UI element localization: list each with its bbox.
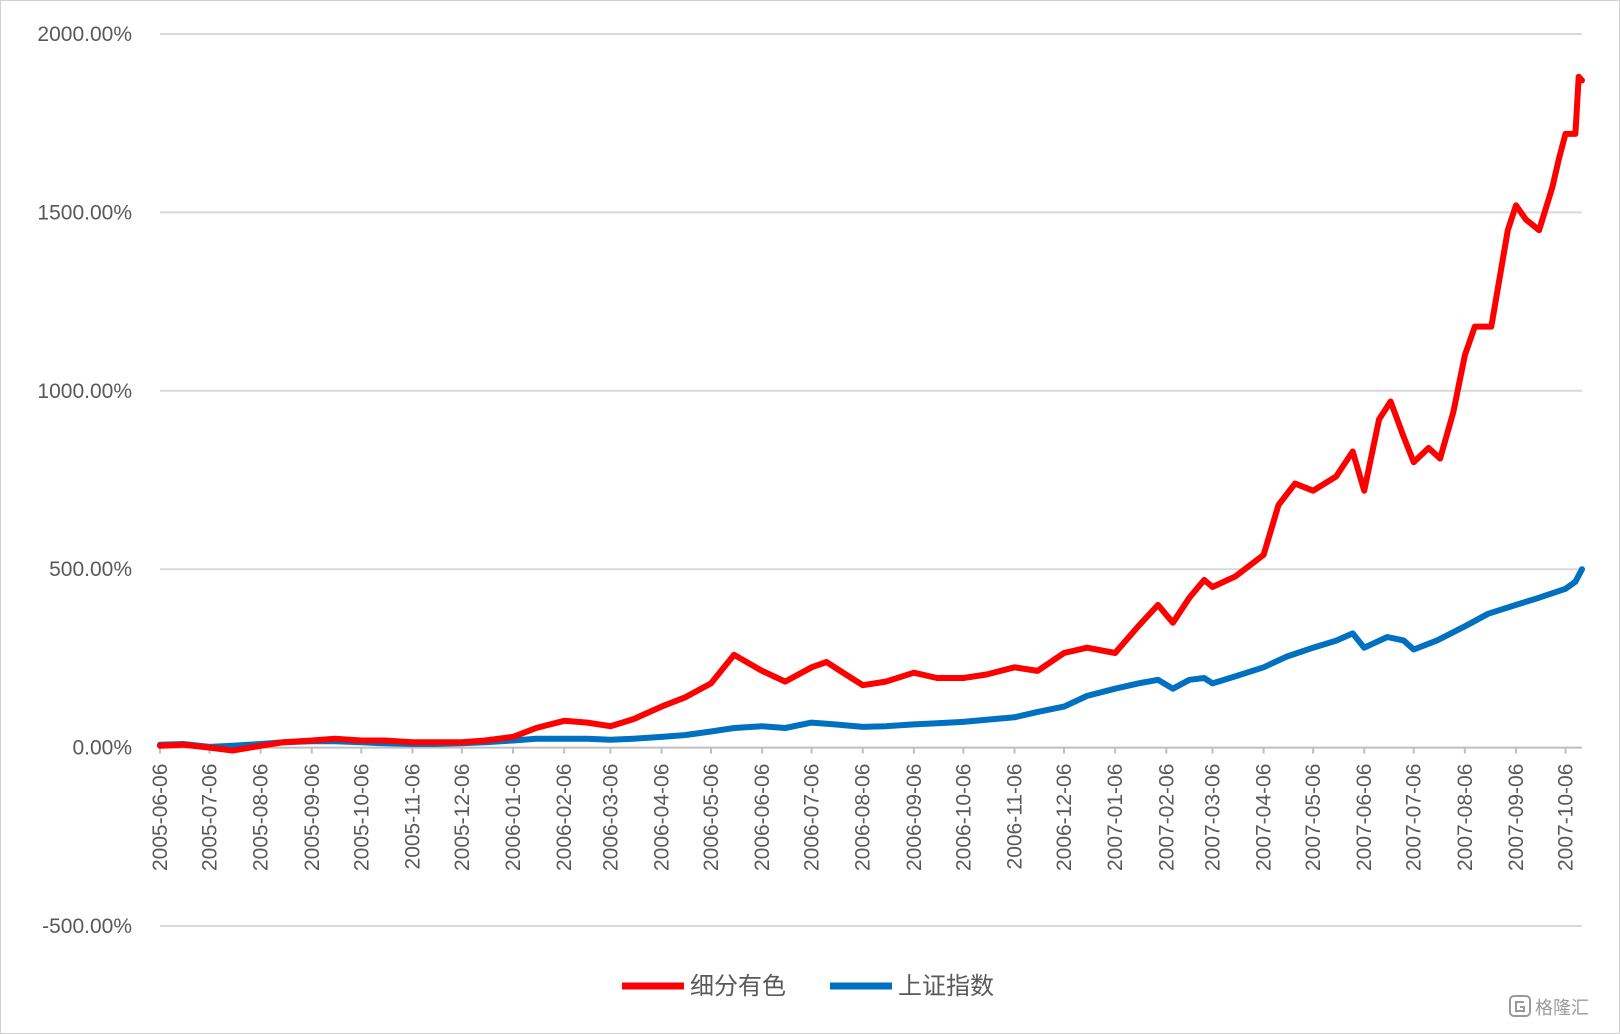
y-tick-label: 0.00% <box>72 737 132 760</box>
x-tick-label: 2006-03-06 <box>599 764 622 871</box>
x-tick-label: 2005-11-06 <box>401 764 424 870</box>
x-tick-label: 2006-11-06 <box>1004 764 1027 870</box>
x-tick-label: 2006-06-06 <box>751 764 774 871</box>
legend-label-0: 细分有色 <box>690 972 786 1000</box>
x-tick-label: 2005-07-06 <box>198 764 221 871</box>
x-tick-label: 2007-06-06 <box>1353 764 1376 871</box>
x-tick-label: 2005-09-06 <box>301 764 324 871</box>
x-tick-label: 2006-12-06 <box>1053 764 1076 871</box>
series-line-0 <box>157 73 1585 754</box>
y-tick-label: -500.00% <box>42 915 132 938</box>
x-tick-label: 2007-01-06 <box>1104 764 1127 871</box>
x-tick-label: 2005-10-06 <box>350 764 373 871</box>
x-tick-label: 2007-10-06 <box>1555 764 1578 871</box>
x-tick-label: 2005-06-06 <box>149 764 172 871</box>
y-tick-label: 500.00% <box>49 558 132 581</box>
x-tick-label: 2006-08-06 <box>852 764 875 871</box>
x-tick-label: 2007-02-06 <box>1155 764 1178 871</box>
legend: 细分有色 上证指数 <box>622 972 994 1000</box>
x-tick-label: 2007-05-06 <box>1302 764 1325 871</box>
x-tick-label: 2006-04-06 <box>650 764 673 871</box>
y-axis: 2000.00% 1500.00% 1000.00% 500.00% 0.00% -500… <box>37 23 132 938</box>
y-tick-label: 1000.00% <box>37 380 132 403</box>
x-tick-label: 2006-02-06 <box>553 764 576 871</box>
grid-layer <box>160 33 1582 927</box>
x-tick-label: 2005-12-06 <box>451 764 474 871</box>
x-tick-label: 2007-09-06 <box>1505 764 1528 871</box>
x-tick-label: 2006-10-06 <box>952 764 975 871</box>
x-tick-label: 2006-09-06 <box>903 764 926 871</box>
x-tick-label: 2006-07-06 <box>801 764 824 871</box>
x-tick-label: 2006-01-06 <box>502 764 525 871</box>
glh-logo-icon <box>1509 995 1531 1017</box>
legend-label-1: 上证指数 <box>898 972 994 1000</box>
x-tick-label: 2005-08-06 <box>250 764 273 871</box>
x-tick-label: 2007-04-06 <box>1253 764 1276 871</box>
x-axis: 2005-06-06 2005-07-06 2005-08-06 2005-09-06… <box>149 747 1578 871</box>
watermark: 格隆汇 <box>1509 995 1589 1019</box>
x-tick-label: 2007-08-06 <box>1454 764 1477 871</box>
y-tick-label: 1500.00% <box>37 201 132 224</box>
x-tick-label: 2006-05-06 <box>700 764 723 871</box>
watermark-text: 格隆汇 <box>1535 998 1589 1019</box>
plot-area <box>157 73 1585 754</box>
series-line-1 <box>157 566 1585 750</box>
y-tick-label: 2000.00% <box>37 23 132 46</box>
x-tick-label: 2007-07-06 <box>1403 764 1426 871</box>
x-tick-label: 2007-03-06 <box>1201 764 1224 871</box>
